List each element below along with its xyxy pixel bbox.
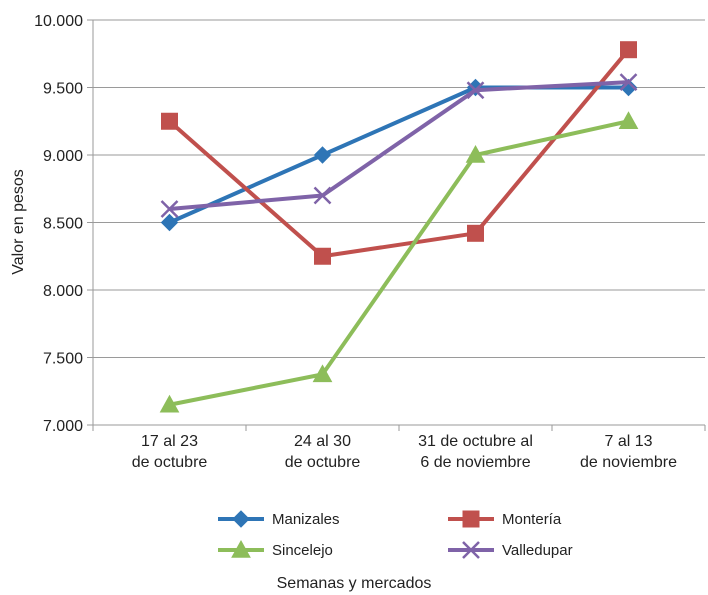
axes: [92, 20, 706, 431]
data-point: [159, 394, 180, 413]
x-tick-label: de octubre: [285, 454, 361, 471]
legend-label: Sincelejo: [272, 542, 333, 559]
x-tick-labels: 17 al 23 de octubre 24 al 30 de octubre 31 d…: [132, 433, 677, 471]
series-valledupar: [160, 73, 638, 218]
data-point: [160, 213, 179, 232]
legend-label: Montería: [502, 511, 562, 528]
series-line: [169, 119, 629, 407]
series-sincelejo: [159, 111, 639, 413]
x-tick-label: 31 de octubre al: [418, 433, 533, 450]
y-tick-labels: 7.000 7.500 8.000 8.500 9.000 9.500 10.000: [34, 13, 83, 435]
data-point: [313, 146, 332, 164]
x-tick-label: 6 de noviembre: [420, 454, 530, 471]
data-point: [313, 186, 332, 205]
series-group: [159, 41, 639, 413]
data-point: [466, 81, 485, 100]
series-montería: [161, 41, 637, 265]
data-point: [619, 73, 638, 91]
y-tick-label: 7.500: [43, 351, 83, 368]
legend-item-valledupar: Valledupar: [448, 541, 573, 559]
y-tick-label: 8.500: [43, 216, 83, 233]
data-point: [467, 224, 484, 242]
data-point: [314, 247, 331, 265]
data-point: [231, 539, 251, 558]
y-tick-label: 8.000: [43, 283, 83, 300]
data-point: [462, 510, 480, 528]
x-tick-label: 24 al 30: [294, 433, 351, 450]
data-point: [620, 41, 637, 59]
data-point: [462, 541, 480, 559]
data-point: [161, 112, 178, 130]
data-point: [312, 364, 333, 383]
x-tick-label: de noviembre: [580, 454, 677, 471]
series-line: [168, 48, 631, 259]
legend-item-manizales: Manizales: [218, 510, 340, 528]
y-tick-label: 9.500: [43, 81, 83, 98]
y-axis-title: Valor en pesos: [10, 169, 27, 275]
x-tick-label: 17 al 23: [141, 433, 198, 450]
y-tick-label: 10.000: [34, 13, 83, 30]
data-point: [160, 200, 179, 218]
legend: Manizales Montería Sincelejo Valledupar: [218, 510, 573, 559]
data-point: [618, 111, 639, 129]
series-line: [169, 80, 629, 211]
y-tick-label: 7.000: [43, 418, 83, 435]
legend-item-montería: Montería: [448, 510, 562, 528]
x-tick-label: 7 al 13: [604, 433, 652, 450]
x-axis-title: Semanas y mercados: [277, 575, 432, 592]
data-point: [232, 510, 250, 528]
legend-label: Valledupar: [502, 542, 573, 559]
y-tick-label: 9.000: [43, 148, 83, 165]
legend-item-sincelejo: Sincelejo: [218, 539, 333, 559]
data-point: [465, 144, 486, 163]
legend-label: Manizales: [272, 511, 340, 528]
gridlines: [87, 19, 705, 426]
x-tick-label: de octubre: [132, 454, 208, 471]
